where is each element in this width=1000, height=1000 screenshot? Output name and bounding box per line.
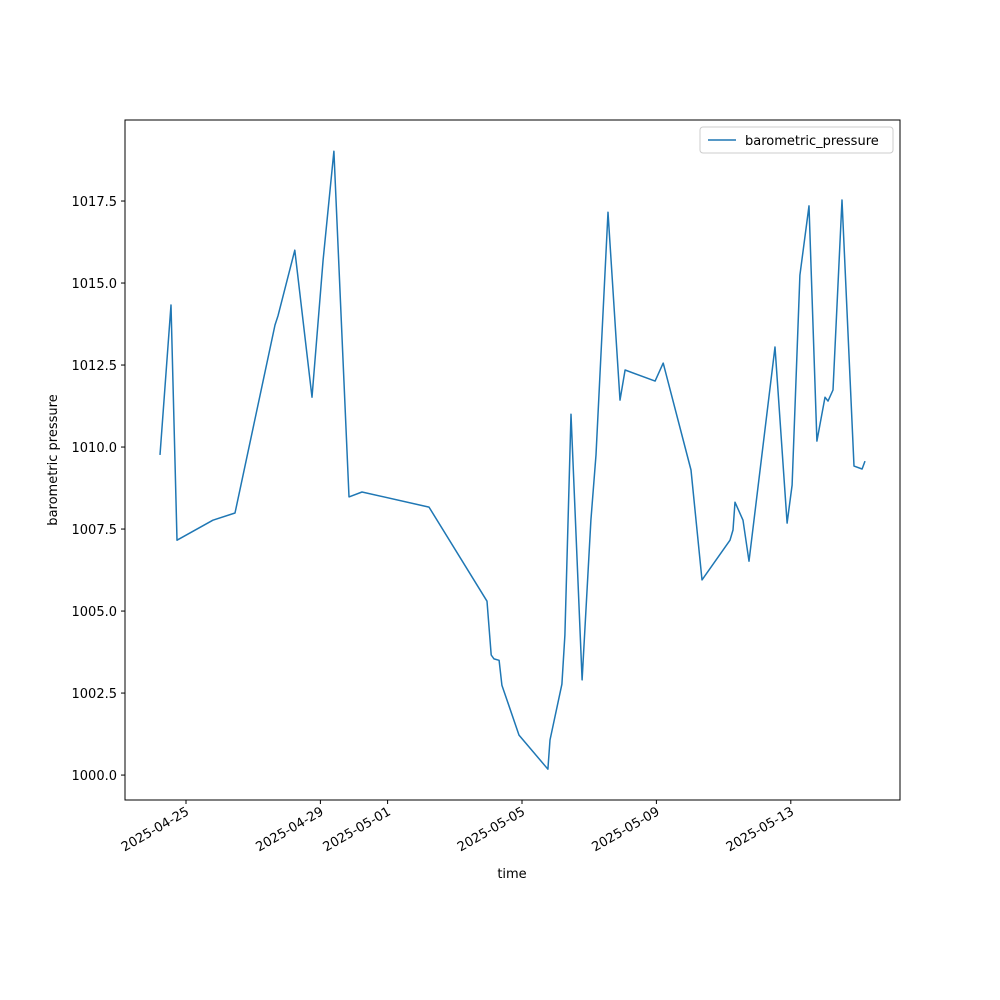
- y-tick-label: 1010.0: [72, 441, 118, 456]
- x-axis-label: time: [497, 867, 526, 882]
- x-tick-label: 2025-05-01: [321, 804, 394, 855]
- x-tick-label: 2025-04-29: [253, 804, 326, 855]
- data-line: [159, 150, 866, 770]
- y-tick-label: 1015.0: [72, 277, 118, 292]
- x-tick-label: 2025-05-05: [455, 804, 528, 855]
- legend-label: barometric_pressure: [745, 134, 879, 149]
- x-tick-label: 2025-05-09: [589, 804, 662, 855]
- y-tick-label: 1000.0: [72, 769, 118, 784]
- legend-box: [699, 126, 894, 154]
- y-tick-label: 1017.5: [72, 195, 118, 210]
- y-tick-label: 1007.5: [72, 523, 118, 538]
- y-tick-label: 1012.5: [72, 359, 118, 374]
- plot-frame: [124, 119, 901, 801]
- x-tick-label: 2025-04-25: [119, 804, 192, 855]
- y-tick-label: 1005.0: [72, 605, 118, 620]
- y-tick-label: 1002.5: [72, 687, 118, 702]
- x-tick-label: 2025-05-13: [724, 804, 797, 855]
- y-axis-label: barometric pressure: [46, 394, 61, 525]
